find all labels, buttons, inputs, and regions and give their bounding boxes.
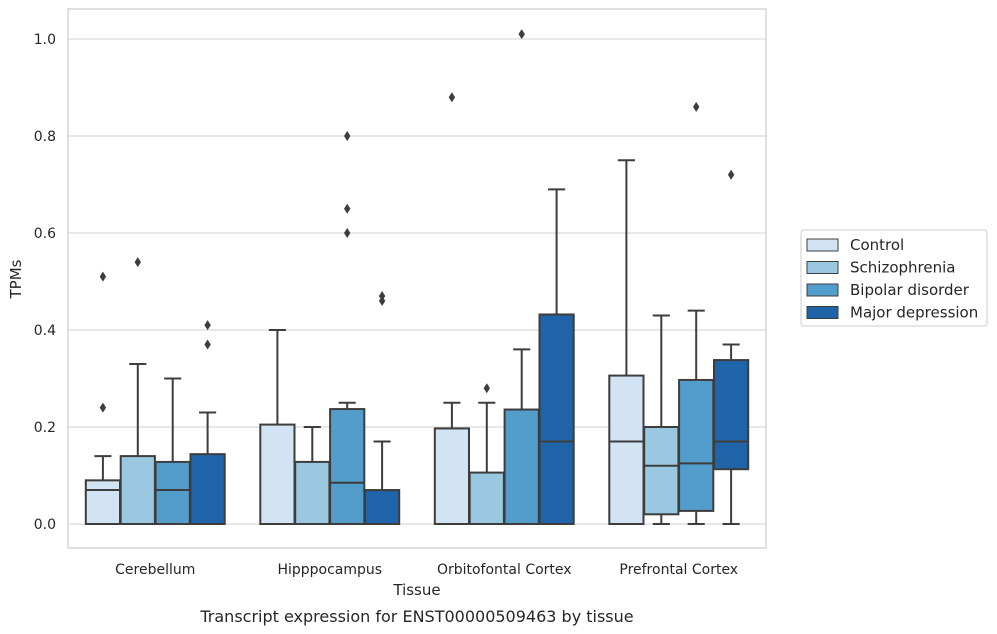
box-iqr — [678, 378, 715, 512]
legend-swatch — [806, 283, 839, 297]
box-schizophrenia-orbitofontal-cortex — [468, 383, 505, 525]
box-schizophrenia-hipppocampus — [294, 426, 331, 526]
x-axis-title: Tissue — [392, 581, 440, 599]
box-major-depression-orbitofontal-cortex — [538, 188, 575, 526]
box-iqr — [363, 489, 401, 525]
x-tick-label: Prefrontal Cortex — [619, 562, 738, 578]
plot-frame — [67, 8, 767, 549]
box-bipolar-disorder-orbitofontal-cortex — [503, 29, 540, 526]
legend-label: Bipolar disorder — [850, 281, 970, 299]
box-iqr — [119, 455, 156, 526]
legend: Control Schizophrenia Bipolar disorder Majo… — [800, 229, 988, 327]
box-iqr — [538, 313, 575, 526]
outlier-point — [99, 402, 107, 413]
box-iqr — [294, 460, 331, 526]
box-iqr — [259, 423, 296, 526]
legend-label: Schizophrenia — [850, 259, 955, 277]
box-iqr — [643, 426, 680, 516]
chart-caption: Transcript expression for ENST0000050946… — [199, 607, 633, 626]
outlier-point — [344, 131, 351, 141]
box-bipolar-disorder-hipppocampus — [329, 131, 366, 525]
box-iqr — [154, 460, 191, 526]
box-iqr — [189, 453, 226, 525]
outlier-point — [344, 228, 351, 238]
outlier-point — [378, 291, 386, 302]
box-major-depression-cerebellum — [189, 320, 226, 525]
legend-frame — [800, 229, 988, 327]
box-iqr — [503, 408, 540, 526]
box-iqr — [608, 374, 645, 525]
y-tick-label: 0.4 — [34, 323, 56, 339]
box-bipolar-disorder-cerebellum — [154, 377, 191, 526]
box-schizophrenia-cerebellum — [119, 257, 156, 526]
outlier-point — [727, 169, 735, 180]
box-control-orbitofontal-cortex — [433, 92, 471, 525]
box-bipolar-disorder-prefrontal-cortex — [678, 101, 715, 525]
box-control-prefrontal-cortex — [608, 159, 645, 525]
box-iqr — [84, 479, 122, 526]
outlier-point — [693, 101, 700, 112]
y-tick-label: 0.8 — [34, 129, 56, 145]
y-tick-label: 0.6 — [34, 226, 56, 242]
box-major-depression-hipppocampus — [363, 291, 401, 525]
y-axis-title: TPMs — [7, 259, 25, 299]
box-iqr — [433, 427, 471, 525]
y-tick-label: 0.0 — [34, 517, 56, 533]
x-tick-label: Cerebellum — [115, 562, 195, 578]
box-iqr — [329, 408, 366, 525]
x-tick-label: Orbitofontal Cortex — [437, 562, 572, 578]
legend-swatch — [806, 261, 839, 274]
y-tick-label: 0.2 — [34, 420, 56, 436]
outlier-point — [483, 383, 490, 394]
outlier-point — [518, 29, 525, 40]
legend-swatch — [806, 238, 839, 252]
outlier-point — [344, 203, 351, 214]
box-control-hipppocampus — [259, 329, 296, 526]
legend-label: Control — [850, 236, 904, 254]
outlier-point — [204, 320, 211, 331]
gridlines — [68, 38, 766, 525]
box-schizophrenia-prefrontal-cortex — [643, 314, 680, 525]
boxes — [84, 29, 750, 526]
outlier-point — [448, 92, 456, 103]
outlier-point — [99, 271, 107, 282]
box-control-cerebellum — [84, 271, 122, 526]
box-major-depression-prefrontal-cortex — [712, 169, 750, 525]
outlier-point — [204, 339, 211, 350]
y-tick-labels: 0.0 0.2 0.4 0.6 0.8 1.0 — [34, 32, 56, 533]
y-tick-label: 1.0 — [34, 32, 56, 48]
legend-swatch — [806, 306, 839, 319]
box-iqr — [712, 359, 750, 471]
legend-label: Major depression — [850, 304, 978, 322]
box-iqr — [468, 471, 505, 525]
x-tick-label: Hipppocampus — [277, 562, 382, 578]
outlier-point — [134, 257, 141, 268]
x-tick-labels: Cerebellum Hipppocampus Orbitofontal Corte… — [115, 562, 738, 578]
